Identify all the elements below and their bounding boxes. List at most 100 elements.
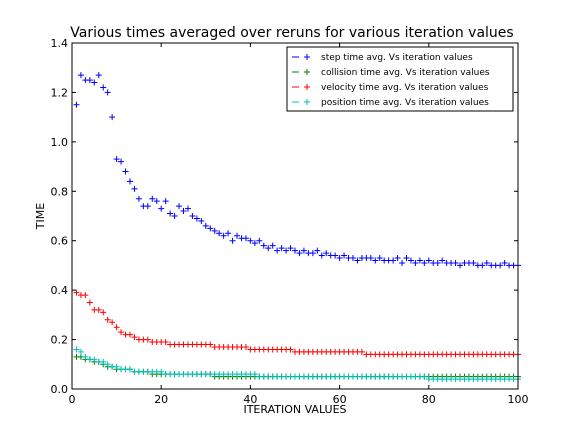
data-point (82, 353, 89, 360)
data-point (278, 245, 285, 252)
data-point (86, 299, 93, 306)
data-point (73, 289, 80, 296)
plot-area (73, 72, 521, 383)
data-point (457, 262, 464, 269)
data-point (336, 255, 343, 262)
y-tick-label: 0.8 (51, 185, 69, 198)
data-point (287, 245, 294, 252)
data-point (193, 215, 200, 222)
data-point (91, 356, 98, 363)
data-point (372, 257, 379, 264)
y-tick-label: 0.0 (51, 383, 69, 396)
data-point (198, 217, 205, 224)
legend-label: velocity time avg. Vs iteration values (321, 83, 489, 93)
data-point (211, 227, 218, 234)
data-point (162, 198, 169, 205)
data-point (126, 331, 133, 338)
data-point (416, 257, 423, 264)
data-point (100, 84, 107, 91)
data-point (349, 255, 356, 262)
data-point (225, 230, 232, 237)
axis-ticks: 0 20 40 60 80 100 0.0 0.2 0.4 0.6 0.8 1.0 1.2 1.4 (51, 37, 529, 406)
data-point (242, 343, 249, 350)
data-point (109, 114, 116, 121)
data-point (332, 252, 339, 259)
data-point (126, 366, 133, 373)
data-point (113, 363, 120, 370)
data-point (158, 205, 165, 212)
legend: step time avg. Vs iteration values collis… (286, 46, 514, 112)
x-tick-label: 60 (333, 393, 347, 406)
data-point (403, 255, 410, 262)
data-point (149, 195, 156, 202)
data-point (82, 292, 89, 299)
series-3 (73, 346, 521, 383)
data-point (135, 195, 142, 202)
y-tick-label: 1.4 (51, 37, 69, 50)
data-point (216, 230, 223, 237)
data-point (269, 242, 276, 249)
x-tick-label: 20 (154, 393, 168, 406)
data-point (171, 213, 178, 219)
data-point (104, 89, 111, 96)
data-point (452, 259, 459, 266)
data-point (234, 232, 241, 239)
data-point (354, 257, 361, 264)
data-point (131, 334, 138, 341)
data-point (256, 237, 263, 244)
x-axis-label: ITERATION VALUES (243, 403, 346, 416)
data-point (390, 257, 397, 264)
data-point (104, 316, 111, 323)
legend-label: collision time avg. Vs iteration values (321, 68, 490, 78)
data-point (407, 257, 414, 264)
data-point (95, 72, 102, 79)
data-point (158, 368, 165, 375)
y-tick-label: 0.6 (51, 235, 69, 248)
data-point (180, 208, 187, 215)
data-point (300, 247, 307, 254)
data-point (501, 259, 508, 266)
data-point (113, 156, 120, 163)
x-tick-label: 80 (422, 393, 436, 406)
data-point (91, 79, 98, 86)
data-point (95, 306, 102, 313)
data-point (341, 252, 348, 259)
data-point (207, 225, 214, 232)
data-point (153, 198, 160, 205)
legend-marker (304, 69, 310, 75)
data-point (229, 237, 236, 244)
data-point (162, 339, 169, 346)
data-point (77, 72, 84, 79)
data-point (126, 178, 133, 185)
data-point (358, 348, 365, 355)
data-point (287, 346, 294, 353)
data-point (77, 348, 84, 355)
data-point (483, 259, 490, 266)
x-tick-label: 40 (243, 393, 257, 406)
y-tick-label: 1.2 (51, 86, 69, 99)
data-point (73, 346, 80, 353)
data-point (265, 245, 272, 252)
data-point (109, 319, 116, 326)
data-point (122, 168, 129, 175)
y-tick-label: 0.4 (51, 284, 69, 297)
data-point (100, 358, 107, 365)
legend-label: position time avg. Vs iteration values (321, 98, 489, 108)
y-axis-label: TIME (34, 203, 47, 230)
series-2 (73, 289, 521, 358)
data-point (113, 324, 120, 331)
data-point (184, 205, 191, 212)
data-point (318, 252, 325, 259)
data-point (283, 247, 290, 254)
data-point (104, 361, 111, 368)
data-point (242, 235, 249, 242)
data-point (394, 255, 401, 262)
data-point (470, 259, 477, 266)
y-tick-label: 0.2 (51, 334, 69, 347)
data-point (497, 262, 504, 269)
data-point (118, 158, 125, 165)
plot-frame (71, 42, 519, 390)
legend-label: step time avg. Vs iteration values (321, 53, 473, 63)
data-point (131, 185, 138, 192)
